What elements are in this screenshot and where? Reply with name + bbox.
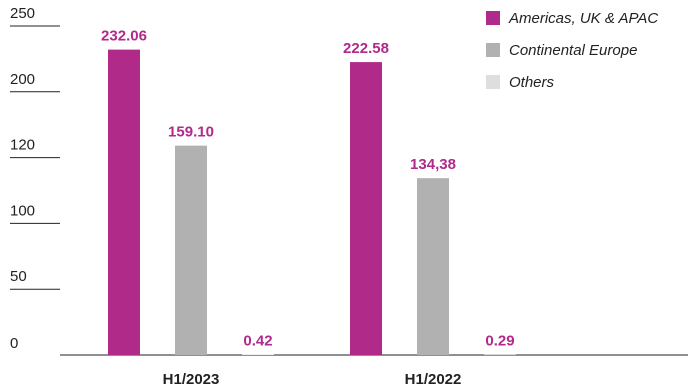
data-label: 0.42 <box>243 332 272 349</box>
legend: Americas, UK & APAC Continental Europe Oth… <box>486 10 658 91</box>
legend-swatch <box>486 75 500 89</box>
y-tick-label: 200 <box>10 71 35 88</box>
data-label: 0.29 <box>485 333 514 350</box>
legend-swatch <box>486 43 500 57</box>
legend-label: Continental Europe <box>509 42 637 59</box>
data-label: 159.10 <box>168 124 214 141</box>
legend-label: Americas, UK & APAC <box>508 10 658 27</box>
y-tick-label: 0 <box>10 335 18 352</box>
bar-H1-2023-1 <box>108 49 140 355</box>
legend-swatch <box>486 11 500 25</box>
data-label: 222.58 <box>343 40 389 57</box>
bar-H1-2022-2 <box>417 178 449 355</box>
bars <box>108 49 516 356</box>
category-label: H1/2023 <box>163 371 220 388</box>
category-label: H1/2022 <box>405 371 462 388</box>
y-tick-label: 50 <box>10 268 27 285</box>
x-axis: H1/2023 H1/2022 <box>163 371 462 388</box>
data-label: 134,38 <box>410 156 456 173</box>
y-tick-label: 100 <box>10 202 35 219</box>
data-labels: 232.06 159.10 0.42 222.58 134,38 0.29 <box>101 28 515 350</box>
bar-H1-2023-3 <box>242 354 274 355</box>
data-label: 232.06 <box>101 28 147 45</box>
y-tick-label: 120 <box>10 137 35 154</box>
bar-H1-2023-2 <box>175 145 207 355</box>
y-axis: 0 50 100 120 200 250 <box>10 5 688 356</box>
bar-H1-2022-1 <box>350 62 382 356</box>
legend-label: Others <box>509 74 555 91</box>
y-tick-label: 250 <box>10 5 35 22</box>
